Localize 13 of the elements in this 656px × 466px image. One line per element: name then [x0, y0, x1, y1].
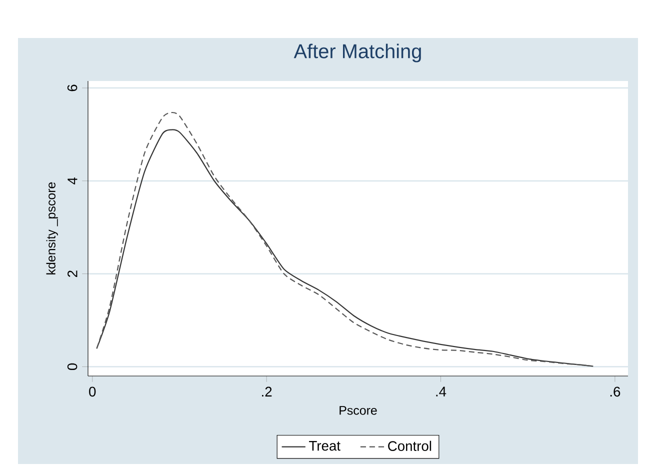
- x-tick-label: 0: [89, 386, 96, 397]
- x-tick-label: .2: [262, 386, 272, 396]
- x-tick-label: .6: [610, 386, 620, 397]
- chart-title: After Matching: [294, 44, 421, 62]
- x-axis-title: Pscore: [340, 406, 377, 415]
- x-tick-label: .4: [436, 386, 446, 396]
- y-axis-title: kdensity _pscore: [46, 182, 58, 274]
- y-tick-label: 6: [67, 84, 78, 92]
- legend-label: Control: [388, 440, 432, 451]
- y-tick-label: 4: [68, 177, 78, 184]
- y-tick-label: 0: [67, 363, 78, 370]
- y-tick-label: 2: [68, 270, 78, 277]
- legend-label: Treat: [309, 441, 340, 451]
